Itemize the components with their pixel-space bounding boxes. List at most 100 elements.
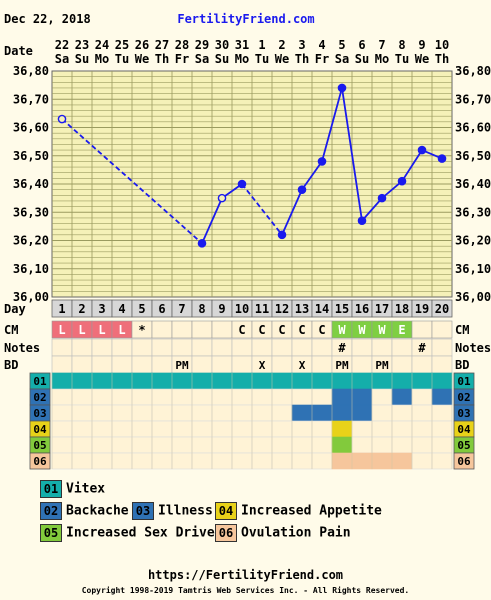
symptom-cell xyxy=(331,452,353,470)
legend-label: Backache xyxy=(66,503,129,519)
temperature-point xyxy=(277,230,287,240)
symptom-cell xyxy=(371,420,393,438)
cm-cell xyxy=(211,320,233,339)
symptom-code-right: 02 xyxy=(457,391,470,404)
symptom-cell xyxy=(391,388,413,406)
cm-row-label: CM xyxy=(4,323,18,337)
notes-row-label-right: Notes xyxy=(455,341,491,355)
symptom-cell xyxy=(351,404,373,422)
symptom-cell xyxy=(331,372,353,390)
y-tick-label-left: 36,20 xyxy=(13,234,49,248)
notes-cell xyxy=(251,338,273,357)
symptom-cell xyxy=(91,404,113,422)
symptom-cell xyxy=(211,452,233,470)
bd-value: PM xyxy=(335,359,349,372)
date-label: 27 xyxy=(155,38,169,52)
cm-value: L xyxy=(58,323,65,337)
symptom-code-left: 05 xyxy=(33,439,46,452)
symptom-cell xyxy=(311,372,333,390)
symptom-cell xyxy=(171,404,193,422)
symptom-cell xyxy=(391,436,413,454)
symptom-cell xyxy=(251,420,273,438)
date-label: 30 xyxy=(215,38,229,52)
symptom-cell xyxy=(391,420,413,438)
temperature-point xyxy=(357,216,367,226)
symptom-cell xyxy=(431,436,453,454)
symptom-cell xyxy=(351,388,373,406)
y-tick-label-left: 36,10 xyxy=(13,262,49,276)
legend-label: Illness xyxy=(158,503,213,519)
temperature-line-segment xyxy=(241,183,283,236)
cycle-day-label: 9 xyxy=(218,302,225,316)
y-tick-label-right: 36,60 xyxy=(455,121,491,135)
symptom-cell xyxy=(131,452,153,470)
cycle-day-label: 10 xyxy=(235,302,249,316)
legend-swatch: 03 xyxy=(132,502,154,520)
symptom-cell xyxy=(171,388,193,406)
header-date: Dec 22, 2018 xyxy=(4,12,91,26)
weekday-label: Sa xyxy=(55,52,69,66)
legend-label: Increased Appetite xyxy=(241,503,382,519)
notes-cell xyxy=(171,338,193,357)
symptom-cell xyxy=(251,388,273,406)
temperature-line-segment xyxy=(361,197,383,222)
legend-swatch: 04 xyxy=(215,502,237,520)
bd-cell xyxy=(351,355,373,374)
cycle-day-label: 20 xyxy=(435,302,449,316)
weekday-label: Mo xyxy=(235,52,249,66)
cycle-day-label: 14 xyxy=(315,302,329,316)
cycle-day-label: 16 xyxy=(355,302,369,316)
cm-cell xyxy=(431,320,453,339)
symptom-cell xyxy=(351,436,373,454)
y-tick-label-left: 36,60 xyxy=(13,121,49,135)
bd-cell xyxy=(211,355,233,374)
y-tick-label-right: 36,50 xyxy=(455,149,491,163)
temperature-point xyxy=(57,114,67,124)
y-tick-label-right: 36,00 xyxy=(455,290,491,304)
notes-row-label: Notes xyxy=(4,341,40,355)
symptom-cell xyxy=(311,436,333,454)
symptom-cell xyxy=(51,404,73,422)
symptom-code-right: 01 xyxy=(457,375,471,388)
legend-item-increased-sex-drive: 05 Increased Sex Drive xyxy=(40,524,215,542)
notes-cell xyxy=(151,338,173,357)
bd-cell xyxy=(271,355,293,374)
symptom-code-left: 01 xyxy=(33,375,47,388)
symptom-cell xyxy=(431,404,453,422)
bd-cell xyxy=(111,355,133,374)
symptom-cell xyxy=(71,388,93,406)
temperature-point xyxy=(397,176,407,186)
symptom-cell xyxy=(351,452,373,470)
footer-url[interactable]: https://FertilityFriend.com xyxy=(147,568,344,582)
date-label: 5 xyxy=(338,38,345,52)
temperature-line-segment xyxy=(401,149,423,182)
date-label: 22 xyxy=(55,38,69,52)
symptom-cell xyxy=(191,388,213,406)
temperature-line-segment xyxy=(301,160,323,191)
symptom-code-box-right xyxy=(453,452,475,470)
symptom-cell xyxy=(391,452,413,470)
symptom-cell xyxy=(331,388,353,406)
notes-cell xyxy=(71,338,93,357)
symptom-cell xyxy=(231,452,253,470)
notes-cell xyxy=(371,338,393,357)
bd-cell xyxy=(151,355,173,374)
bd-value: PM xyxy=(375,359,389,372)
weekday-label: Sa xyxy=(195,52,209,66)
cm-value: C xyxy=(298,323,305,337)
symptom-cell xyxy=(431,452,453,470)
symptom-cell xyxy=(251,404,273,422)
cm-value: W xyxy=(338,323,346,337)
symptom-cell xyxy=(251,452,273,470)
bd-row-label: BD xyxy=(4,358,18,372)
symptom-cell xyxy=(291,388,313,406)
symptom-cell xyxy=(431,372,453,390)
symptom-code-left: 02 xyxy=(33,391,46,404)
header-site[interactable]: FertilityFriend.com xyxy=(177,12,314,26)
legend-item-ovulation-pain: 06 Ovulation Pain xyxy=(215,524,351,542)
bd-value: X xyxy=(299,359,306,372)
legend-item-increased-appetite: 04 Increased Appetite xyxy=(215,502,382,520)
temperature-point xyxy=(377,193,387,203)
notes-cell xyxy=(231,338,253,357)
